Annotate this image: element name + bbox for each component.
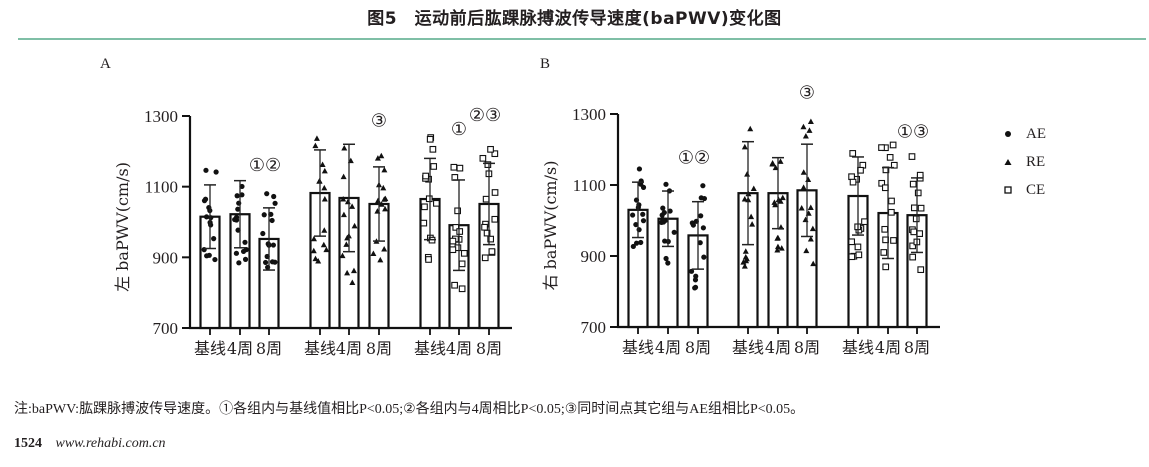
svg-text:①③: ①③ bbox=[897, 122, 929, 143]
svg-text:1300: 1300 bbox=[572, 105, 606, 124]
svg-text:900: 900 bbox=[581, 247, 607, 266]
svg-text:700: 700 bbox=[581, 318, 607, 337]
legend: AE RE CE bbox=[990, 120, 1046, 204]
svg-text:左 baPWV(cm/s): 左 baPWV(cm/s) bbox=[113, 162, 132, 292]
svg-text:8周: 8周 bbox=[256, 339, 282, 358]
svg-text:基线: 基线 bbox=[622, 338, 654, 357]
triangle-marker-icon bbox=[990, 158, 1026, 166]
legend-item-ae: AE bbox=[990, 120, 1046, 148]
svg-text:①②: ①② bbox=[678, 147, 710, 168]
legend-label: RE bbox=[1026, 153, 1046, 170]
svg-text:4周: 4周 bbox=[336, 339, 362, 358]
svg-text:1100: 1100 bbox=[573, 176, 606, 195]
page-number: 1524 bbox=[14, 436, 42, 451]
square-marker-icon bbox=[990, 185, 1026, 195]
svg-text:③: ③ bbox=[371, 111, 387, 132]
svg-text:基线: 基线 bbox=[414, 339, 446, 358]
legend-item-re: RE bbox=[990, 148, 1046, 176]
svg-text:8周: 8周 bbox=[685, 338, 711, 357]
figure-title: 图5 运动前后肱踝脉搏波传导速度(baPWV)变化图 bbox=[367, 9, 782, 29]
svg-text:1300: 1300 bbox=[144, 107, 178, 126]
legend-item-ce: CE bbox=[990, 176, 1046, 204]
svg-text:1100: 1100 bbox=[145, 178, 178, 197]
svg-text:8周: 8周 bbox=[366, 339, 392, 358]
svg-text:①: ① bbox=[451, 119, 467, 140]
svg-text:右 baPWV(cm/s): 右 baPWV(cm/s) bbox=[541, 161, 560, 291]
svg-text:4周: 4周 bbox=[765, 338, 791, 357]
svg-text:4周: 4周 bbox=[875, 338, 901, 357]
svg-text:②③: ②③ bbox=[469, 105, 501, 126]
title-rule bbox=[18, 38, 1146, 40]
panel-label-b: B bbox=[540, 56, 551, 72]
svg-text:基线: 基线 bbox=[732, 338, 764, 357]
svg-text:③: ③ bbox=[799, 82, 815, 103]
svg-text:基线: 基线 bbox=[304, 339, 336, 358]
svg-text:基线: 基线 bbox=[194, 339, 226, 358]
svg-text:8周: 8周 bbox=[476, 339, 502, 358]
journal-url: www.rehabi.com.cn bbox=[55, 436, 166, 451]
svg-text:900: 900 bbox=[153, 248, 179, 267]
svg-text:基线: 基线 bbox=[842, 338, 874, 357]
svg-text:8周: 8周 bbox=[794, 338, 820, 357]
svg-text:4周: 4周 bbox=[446, 339, 472, 358]
panel-label-a: A bbox=[100, 56, 111, 72]
svg-text:4周: 4周 bbox=[227, 339, 253, 358]
svg-text:8周: 8周 bbox=[904, 338, 930, 357]
svg-text:①②: ①② bbox=[249, 155, 281, 176]
svg-text:700: 700 bbox=[153, 319, 179, 338]
svg-text:4周: 4周 bbox=[655, 338, 681, 357]
legend-label: AE bbox=[1026, 125, 1046, 142]
circle-marker-icon bbox=[990, 130, 1026, 138]
legend-label: CE bbox=[1026, 181, 1046, 198]
figure-note: 注:baPWV:肱踝脉搏波传导速度。①各组内与基线值相比P<0.05;②各组内与… bbox=[14, 402, 805, 417]
page-footer: 1524 www.rehabi.com.cn bbox=[14, 436, 166, 452]
